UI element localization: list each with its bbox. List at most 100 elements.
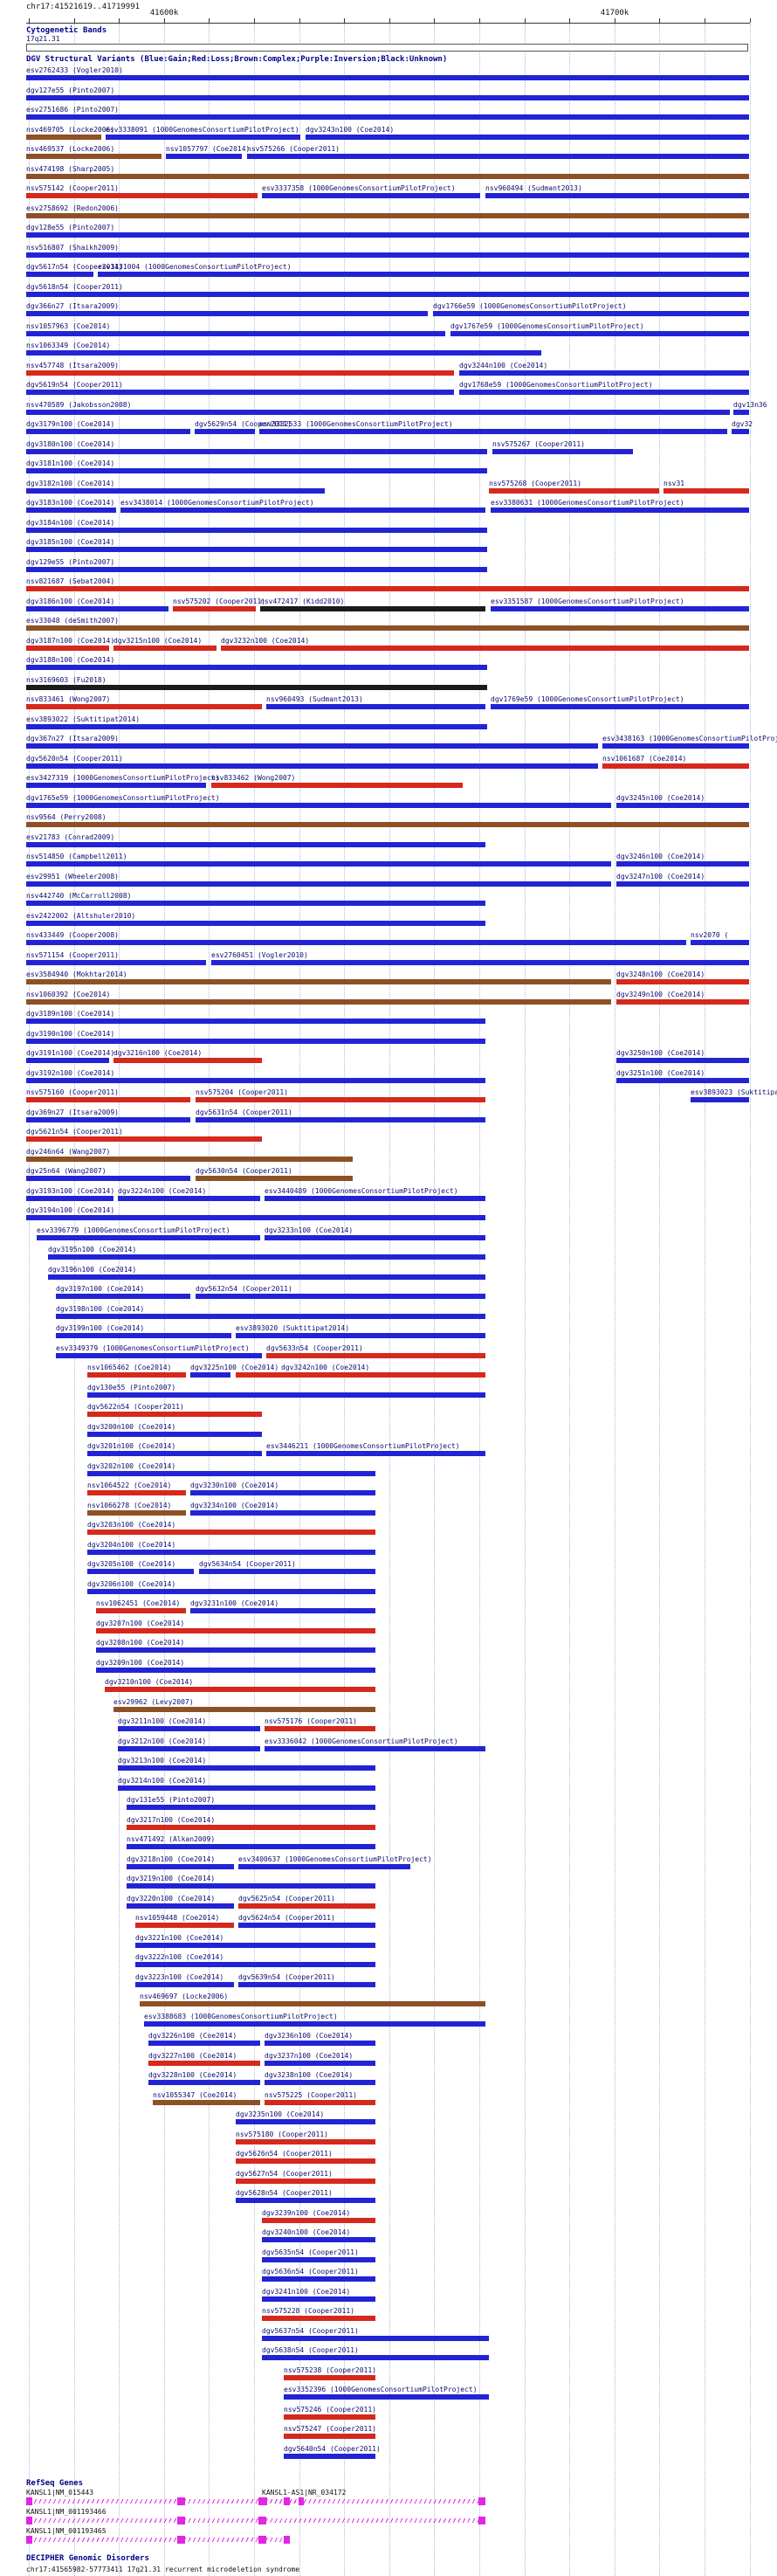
variant-label[interactable]: dgv3248n100 (Coe2014)	[616, 970, 705, 978]
variant-label[interactable]: dgv3198n100 (Coe2014)	[56, 1304, 145, 1313]
variant-bar[interactable]	[238, 1923, 375, 1928]
variant-bar[interactable]	[262, 2217, 375, 2223]
variant-bar[interactable]	[616, 1058, 749, 1063]
variant-label[interactable]: dgv3204n100 (Coe2014)	[87, 1540, 176, 1549]
variant-bar[interactable]	[26, 114, 749, 120]
variant-bar[interactable]	[265, 1195, 485, 1201]
variant-bar[interactable]	[144, 2020, 485, 2027]
gene-exon[interactable]	[26, 2536, 32, 2544]
variant-bar[interactable]	[211, 959, 749, 965]
variant-bar[interactable]	[26, 1038, 485, 1044]
variant-label[interactable]: dgv5625n54 (Cooper2011)	[238, 1894, 335, 1903]
variant-bar[interactable]	[26, 330, 445, 336]
variant-bar[interactable]	[96, 1608, 186, 1613]
variant-bar[interactable]	[266, 1352, 485, 1358]
variant-label[interactable]: dgv3184n100 (Coe2014)	[26, 518, 115, 527]
variant-bar[interactable]	[127, 1903, 234, 1909]
variant-label[interactable]: nsv575202 (Cooper2011)	[173, 597, 265, 605]
variant-bar[interactable]	[87, 1412, 262, 1417]
variant-label[interactable]: dgv128e55 (Pinto2007)	[26, 224, 115, 231]
variant-label[interactable]: esv3352396 (1000GenomesConsortiumPilotPr…	[284, 2386, 478, 2393]
variant-bar[interactable]	[211, 783, 463, 788]
variant-label[interactable]: dgv5632n54 (Cooper2011)	[196, 1285, 292, 1293]
variant-label[interactable]: dgv3206n100 (Coe2014)	[87, 1579, 176, 1588]
variant-bar[interactable]	[26, 252, 749, 258]
variant-label[interactable]: dgv5629n54 (Cooper2011)	[195, 420, 292, 428]
variant-bar[interactable]	[113, 645, 217, 651]
variant-label[interactable]: dgv3211n100 (Coe2014)	[118, 1717, 207, 1725]
variant-bar[interactable]	[26, 940, 686, 945]
variant-label[interactable]: nsv960494 (Sudmant2013)	[485, 184, 582, 192]
gene-label[interactable]: KANSL1|NM_001193465	[26, 2527, 107, 2535]
variant-bar[interactable]	[87, 1509, 186, 1516]
variant-bar[interactable]	[26, 154, 162, 159]
variant-bar[interactable]	[691, 940, 749, 945]
variant-label[interactable]: nsv469705 (Locke2006)	[26, 125, 115, 134]
variant-bar[interactable]	[491, 508, 749, 513]
variant-label[interactable]: esv3351587 (1000GenomesConsortiumPilotPr…	[491, 597, 684, 605]
variant-label[interactable]: dgv3220n100 (Coe2014)	[127, 1894, 216, 1903]
variant-label[interactable]: dgv3205n100 (Coe2014)	[87, 1560, 176, 1568]
variant-bar[interactable]	[118, 1195, 260, 1201]
variant-label[interactable]: dgv3191n100 (Coe2014)	[26, 1049, 115, 1057]
variant-label[interactable]: dgv3232n100 (Coe2014)	[221, 636, 310, 645]
variant-label[interactable]: nsv575160 (Cooper2011)	[26, 1088, 119, 1096]
variant-bar[interactable]	[127, 1805, 375, 1810]
variant-bar[interactable]	[459, 369, 749, 376]
variant-label[interactable]: dgv3241n100 (Coe2014)	[262, 2287, 351, 2296]
gene-exon[interactable]	[258, 2517, 266, 2524]
variant-bar[interactable]	[118, 1745, 260, 1751]
variant-label[interactable]: nsv442740 (McCarroll2008)	[26, 892, 132, 900]
variant-bar[interactable]	[26, 920, 485, 926]
variant-label[interactable]: dgv3217n100 (Coe2014)	[127, 1815, 216, 1824]
variant-label[interactable]: nsv1064522 (Coe2014)	[87, 1481, 172, 1489]
variant-bar[interactable]	[140, 2001, 485, 2006]
variant-bar[interactable]	[238, 1981, 375, 1987]
variant-bar[interactable]	[87, 1372, 186, 1378]
variant-bar[interactable]	[26, 1019, 485, 1024]
variant-label[interactable]: esv2762433 (Vogler2010)	[26, 66, 123, 74]
variant-bar[interactable]	[602, 743, 749, 749]
variant-bar[interactable]	[190, 1509, 375, 1516]
variant-label[interactable]: dgv3189n100 (Coe2014)	[26, 1010, 115, 1018]
variant-label[interactable]: dgv13n36	[733, 400, 767, 409]
variant-bar[interactable]	[120, 508, 485, 513]
variant-label[interactable]: dgv3185n100 (Coe2014)	[26, 538, 115, 546]
variant-bar[interactable]	[26, 901, 485, 906]
variant-label[interactable]: nsv571154 (Cooper2011)	[26, 950, 119, 959]
gene-exon[interactable]	[262, 2497, 267, 2505]
variant-bar[interactable]	[37, 1234, 260, 1240]
variant-label[interactable]: dgv3181n100 (Coe2014)	[26, 459, 115, 467]
variant-bar[interactable]	[236, 2198, 375, 2203]
variant-label[interactable]: dgv3235n100 (Coe2014)	[236, 2110, 325, 2118]
variant-bar[interactable]	[26, 959, 206, 965]
variant-label[interactable]: dgv127e55 (Pinto2007)	[26, 86, 115, 94]
variant-label[interactable]: nsv833462 (Wong2007)	[211, 774, 296, 782]
variant-label[interactable]: esv3332533 (1000GenomesConsortiumPilotPr…	[259, 420, 453, 428]
variant-bar[interactable]	[56, 1294, 190, 1299]
variant-bar[interactable]	[26, 75, 749, 80]
variant-bar[interactable]	[135, 1962, 375, 1967]
variant-bar[interactable]	[26, 605, 168, 611]
variant-label[interactable]: dgv3213n100 (Coe2014)	[118, 1757, 207, 1765]
variant-bar[interactable]	[26, 625, 749, 631]
variant-bar[interactable]	[26, 1058, 109, 1063]
variant-bar[interactable]	[135, 1981, 234, 1987]
variant-label[interactable]: dgv1768e59 (1000GenomesConsortiumPilotPr…	[459, 381, 653, 389]
variant-label[interactable]: dgv3200n100 (Coe2014)	[87, 1422, 176, 1431]
variant-label[interactable]: esv3893023 (Suktitipat2014)	[691, 1088, 777, 1096]
variant-label[interactable]: dgv1769e59 (1000GenomesConsortiumPilotPr…	[491, 695, 684, 703]
variant-label[interactable]: nsv2070 (	[691, 931, 729, 939]
variant-label[interactable]: dgv3208n100 (Coe2014)	[96, 1639, 185, 1647]
variant-label[interactable]: esv3400637 (1000GenomesConsortiumPilotPr…	[238, 1854, 432, 1863]
variant-label[interactable]: dgv3225n100 (Coe2014)	[190, 1364, 279, 1371]
variant-label[interactable]: dgv3182n100 (Coe2014)	[26, 479, 115, 487]
variant-label[interactable]: dgv3230n100 (Coe2014)	[190, 1481, 279, 1489]
variant-bar[interactable]	[135, 1942, 375, 1948]
variant-bar[interactable]	[113, 1058, 262, 1063]
variant-label[interactable]: dgv3212n100 (Coe2014)	[118, 1737, 207, 1745]
variant-bar[interactable]	[26, 586, 749, 591]
variant-bar[interactable]	[26, 409, 730, 415]
variant-bar[interactable]	[26, 1116, 190, 1122]
variant-label[interactable]: nsv1061687 (Coe2014)	[602, 754, 687, 763]
